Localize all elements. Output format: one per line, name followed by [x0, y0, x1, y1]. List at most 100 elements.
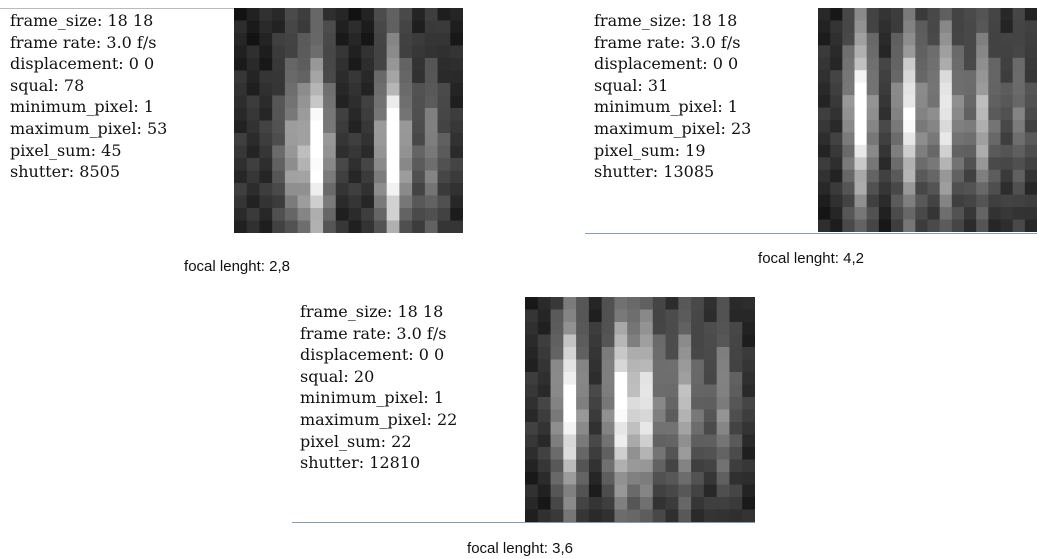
pixel	[310, 133, 324, 146]
pixel	[348, 8, 362, 21]
pixel	[412, 120, 426, 134]
pixel	[729, 297, 743, 310]
pixel	[678, 422, 692, 435]
pixel	[691, 422, 705, 435]
pixel	[246, 220, 260, 233]
pixel	[964, 70, 977, 84]
pixel	[818, 82, 831, 96]
pixel	[259, 8, 273, 21]
pixel	[988, 45, 1001, 59]
pixel	[640, 459, 654, 473]
pixel	[878, 45, 892, 59]
pixel	[627, 509, 641, 522]
pixel	[437, 58, 451, 71]
pixel	[348, 220, 362, 233]
pixel	[678, 434, 692, 448]
pixel	[424, 108, 439, 121]
pixel	[323, 95, 337, 109]
pixel	[284, 120, 299, 134]
pixel	[939, 32, 953, 46]
pixel	[348, 95, 362, 109]
pixel	[703, 497, 718, 510]
pixel	[1000, 82, 1014, 96]
stat-line: squal: 31	[594, 75, 669, 95]
pixel	[665, 347, 679, 360]
pixel	[246, 208, 260, 221]
pixel	[678, 297, 692, 310]
pixel	[234, 95, 248, 109]
pixel	[563, 372, 577, 385]
pixel	[878, 194, 892, 208]
pixel	[550, 384, 564, 398]
pixel	[399, 145, 413, 159]
pixel	[601, 322, 615, 335]
pixel	[537, 322, 552, 335]
pixel	[348, 70, 362, 84]
pixel	[525, 484, 539, 498]
pixel	[691, 359, 705, 373]
pixel	[310, 145, 324, 159]
pixel	[323, 220, 337, 233]
pixel	[988, 182, 1001, 196]
pixel	[246, 8, 260, 21]
pixel	[450, 95, 463, 109]
pixel	[246, 195, 260, 209]
pixel	[424, 58, 439, 71]
pixel	[976, 144, 989, 158]
pixel	[373, 220, 388, 233]
pixel	[703, 434, 718, 448]
pixel	[1024, 82, 1037, 96]
pixel	[437, 70, 451, 84]
pixel	[537, 334, 552, 348]
pixel	[335, 83, 349, 96]
pixel	[854, 70, 868, 84]
pixel	[842, 169, 855, 183]
pixel	[424, 158, 439, 171]
pixel	[399, 108, 413, 121]
pixel	[854, 132, 868, 146]
pixel	[550, 422, 564, 435]
pixel	[335, 158, 349, 171]
pixel	[891, 45, 904, 59]
pixel	[729, 447, 743, 460]
pixel	[259, 170, 273, 184]
pixel	[576, 397, 590, 410]
pixel	[537, 397, 552, 410]
pixel	[450, 58, 463, 71]
pixel	[601, 297, 615, 310]
pixel	[323, 133, 337, 146]
pixel	[842, 8, 855, 21]
pixel	[1024, 107, 1037, 121]
pixel	[323, 33, 337, 46]
pixel	[246, 33, 260, 46]
pixel	[627, 384, 641, 398]
pixel	[361, 183, 375, 196]
pixel	[915, 20, 928, 34]
pixel	[842, 182, 855, 196]
pixel	[830, 132, 843, 146]
pixel	[665, 409, 679, 423]
pixel	[323, 145, 337, 159]
pixel	[742, 434, 755, 448]
pixel	[818, 120, 831, 133]
pixel	[424, 33, 439, 46]
pixel	[903, 132, 916, 146]
pixel	[563, 334, 577, 348]
pixel	[234, 108, 248, 121]
pixel	[234, 170, 248, 184]
pixel	[976, 45, 989, 59]
pixel	[525, 472, 539, 485]
pixel	[259, 20, 273, 34]
pixel	[640, 384, 654, 398]
pixel	[284, 208, 299, 221]
pixel	[234, 58, 248, 71]
pixel	[678, 334, 692, 348]
pixel	[891, 95, 904, 109]
pixel	[1000, 157, 1014, 171]
pixel	[915, 120, 928, 133]
pixel	[576, 372, 590, 385]
pixel	[652, 397, 667, 410]
pixel	[1024, 169, 1037, 183]
pixel	[988, 219, 1001, 232]
pixel	[640, 334, 654, 348]
